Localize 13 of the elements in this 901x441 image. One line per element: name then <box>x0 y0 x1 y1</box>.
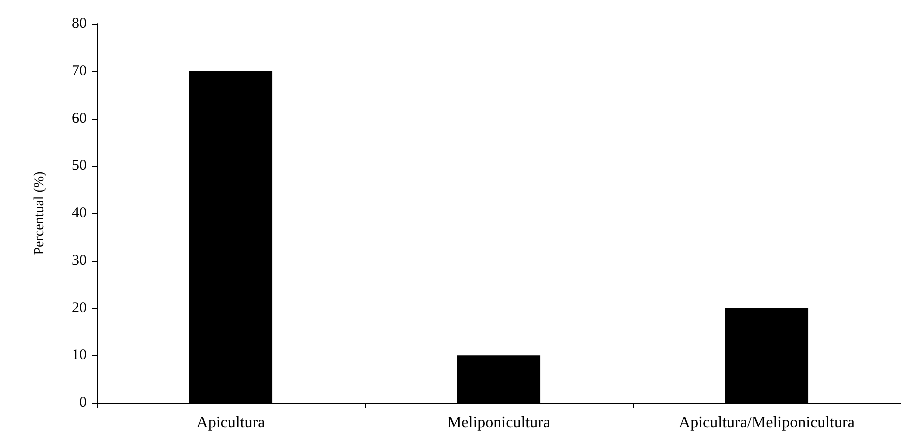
y-tick-label: 80 <box>72 16 87 32</box>
x-tick-label: Apicultura/Meliponicultura <box>679 414 855 432</box>
y-tick-label: 70 <box>72 63 87 80</box>
y-tick-label: 60 <box>72 110 87 127</box>
y-tick-label: 30 <box>72 252 87 269</box>
y-axis-title: Percentual (%) <box>32 171 48 256</box>
y-tick-label: 0 <box>80 395 87 411</box>
y-tick-label: 50 <box>72 158 87 174</box>
y-tick-label: 20 <box>72 300 87 316</box>
x-tick-label: Apicultura <box>196 414 266 432</box>
y-tick-label: 40 <box>72 206 87 222</box>
y-tick-label: 10 <box>72 348 87 364</box>
x-tick-label: Meliponicultura <box>447 414 551 432</box>
